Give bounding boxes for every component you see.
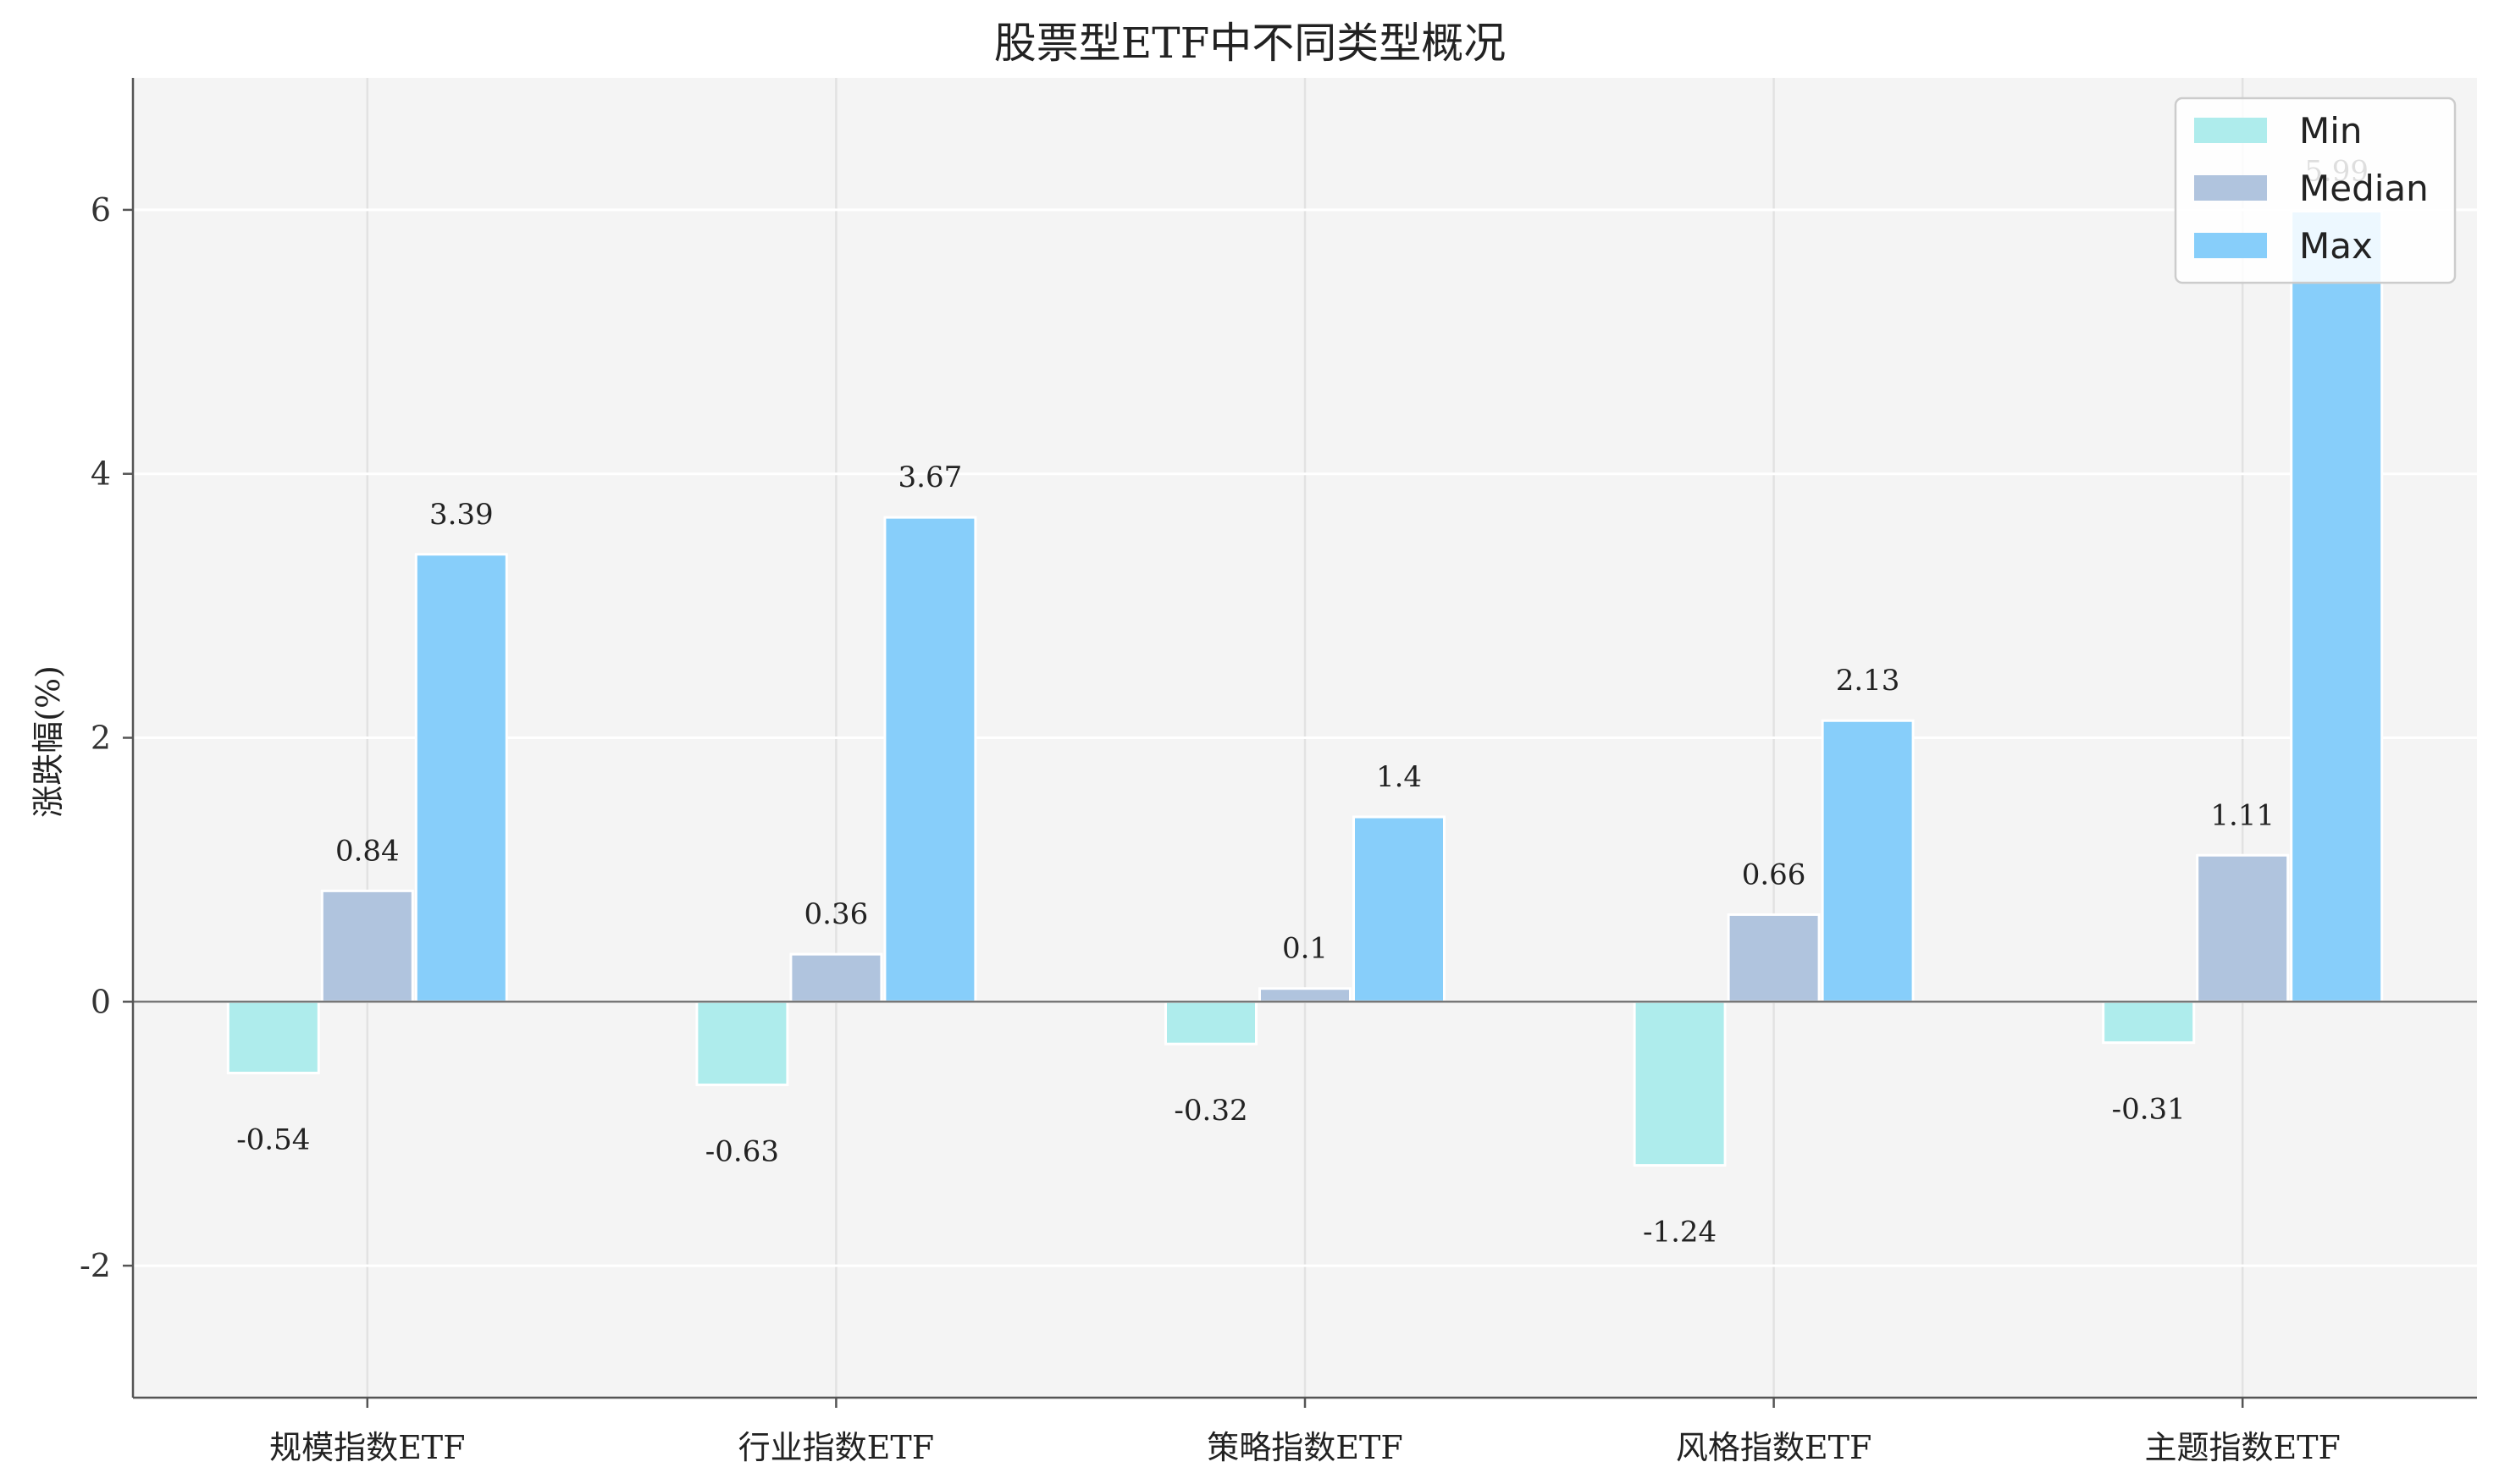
x-tick-label: 主题指数ETF [2144,1429,2340,1466]
bar-median-4 [1727,913,1821,1003]
data-label-min-2: -0.63 [705,1135,779,1169]
legend-label-max: Max [2299,225,2373,267]
x-tick-label: 策略指数ETF [1207,1429,1402,1466]
bar-max-2 [883,516,977,1003]
legend-swatch-median [2194,175,2267,201]
legend-label-median: Median [2299,168,2429,209]
bar-max-4 [1821,719,1915,1003]
bar-max-3 [1352,815,1446,1003]
legend-swatch-max [2194,233,2267,258]
bar-min-2 [695,1000,789,1087]
data-label-median-4: 0.66 [1742,858,1806,891]
bar-median-2 [789,952,883,1003]
bars [226,209,2384,1167]
bar-median-1 [320,889,414,1003]
x-ticks: 规模指数ETF 行业指数ETF 策略指数ETF 风格指数ETF 主题指数ETF [269,1398,2341,1466]
x-tick-label: 风格指数ETF [1676,1429,1871,1466]
data-label-max-3: 1.4 [1376,760,1422,794]
data-label-max-4: 2.13 [1836,664,1900,698]
legend-swatch-min [2194,118,2267,143]
data-label-median-2: 0.36 [804,897,869,931]
y-tick-label: -2 [80,1247,111,1284]
y-tick-label: 4 [91,455,111,493]
data-labels: -0.54 -0.63 -0.32 -1.24 -0.31 0.84 0.36 0.1 0.66… [236,154,2369,1249]
data-label-max-2: 3.67 [898,461,963,494]
data-label-min-1: -0.54 [236,1123,310,1156]
bar-min-4 [1633,1000,1727,1167]
data-label-max-1: 3.39 [429,498,494,532]
bar-max-1 [414,553,508,1003]
x-tick-label: 行业指数ETF [738,1429,934,1466]
data-label-median-5: 1.11 [2210,798,2275,832]
bar-min-5 [2102,1000,2196,1045]
y-tick-label: 0 [91,983,111,1020]
legend: Min Median Max [2174,97,2457,284]
data-label-median-3: 0.1 [1282,932,1328,966]
y-tick-label: 2 [91,720,111,757]
legend-label-min: Min [2299,110,2363,152]
data-label-min-4: -1.24 [1643,1216,1717,1250]
y-ticks: -2 0 2 4 6 [80,191,133,1284]
bar-max-5 [2290,209,2384,1003]
data-label-median-1: 0.84 [335,834,400,868]
y-axis-label: 涨跌幅(%) [30,665,67,818]
bar-median-5 [2196,853,2290,1003]
y-tick-label: 6 [91,191,111,229]
bar-min-3 [1164,1000,1258,1045]
data-label-min-3: -0.32 [1174,1094,1247,1128]
bar-min-1 [226,1000,320,1074]
chart-title: 股票型ETF中不同类型概况 [994,19,1507,68]
x-tick-label: 规模指数ETF [269,1429,465,1466]
bar-median-3 [1258,987,1352,1003]
data-label-min-5: -0.31 [2112,1093,2186,1127]
